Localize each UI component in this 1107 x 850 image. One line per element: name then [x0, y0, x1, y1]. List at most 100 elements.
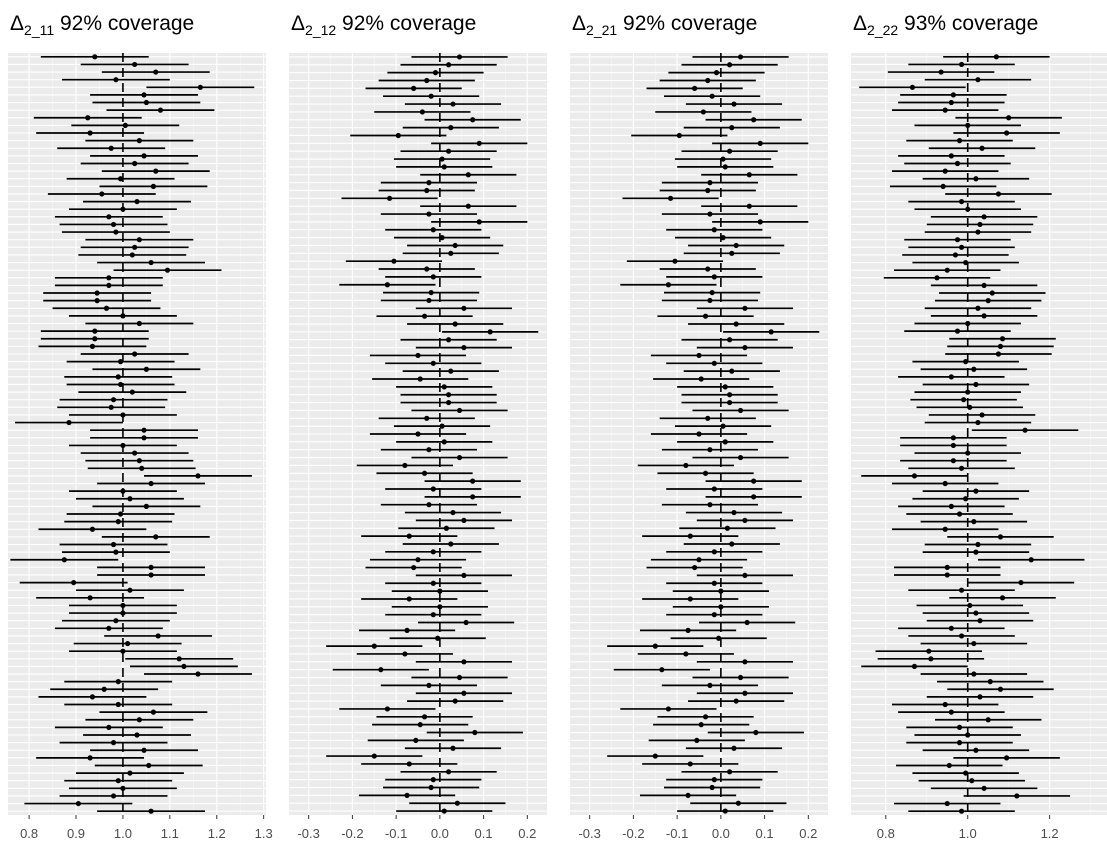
point-estimate [402, 651, 408, 657]
point-estimate [711, 274, 717, 280]
point-estimate [120, 442, 126, 449]
point-estimate [958, 61, 965, 68]
point-estimate [110, 740, 117, 746]
point-estimate [965, 206, 971, 212]
point-estimate [950, 442, 956, 449]
point-estimate [973, 549, 979, 555]
point-estimate [667, 195, 674, 201]
point-estimate [995, 191, 1002, 197]
panel-3: -0.3 -0.2 -0.1 0.0 0.1 0.2 Δ2_21 92% coverage [570, 12, 828, 841]
point-estimate [711, 580, 717, 586]
point-estimate [753, 729, 759, 736]
point-estimate [735, 800, 741, 806]
point-estimate [148, 808, 154, 814]
title-subscript: 2_11 [24, 22, 54, 38]
point-estimate [746, 203, 752, 209]
point-estimate [143, 366, 149, 372]
point-estimate [981, 214, 987, 220]
point-estimate [956, 740, 963, 746]
point-estimate [985, 298, 991, 304]
point-estimate [141, 153, 147, 159]
point-estimate [948, 709, 954, 715]
point-estimate [141, 747, 147, 753]
point-estimate [181, 663, 187, 670]
point-estimate [975, 419, 981, 426]
point-estimate [120, 610, 126, 616]
point-estimate [448, 125, 454, 131]
point-estimate [113, 618, 119, 624]
panel-title: Δ2_22 93% coverage [853, 12, 1038, 38]
point-estimate [406, 596, 412, 602]
point-estimate [928, 656, 934, 662]
point-estimate [157, 107, 164, 113]
point-estimate [942, 107, 948, 113]
point-estimate [426, 297, 432, 304]
point-estimate [417, 722, 423, 728]
point-estimate [713, 70, 720, 76]
point-estimate [435, 635, 441, 641]
point-estimate [938, 69, 944, 75]
point-estimate [989, 290, 995, 296]
panel-1: 0.8 0.9 1.0 1.1 1.2 1.3 Δ2_11 92% coverage [8, 12, 273, 841]
point-estimate [117, 359, 124, 365]
point-estimate [404, 627, 410, 633]
point-estimate [981, 313, 987, 319]
point-estimate [103, 305, 110, 311]
point-estimate [146, 762, 152, 769]
point-estimate [934, 275, 940, 281]
point-estimate [461, 659, 467, 665]
point-estimate [110, 221, 117, 228]
point-estimate [110, 541, 117, 548]
point-estimate [711, 777, 717, 783]
point-estimate [413, 737, 419, 743]
tick-label: -0.2 [622, 826, 644, 841]
point-estimate [948, 99, 954, 106]
point-estimate [448, 368, 454, 374]
point-estimate [136, 237, 142, 243]
point-estimate [421, 313, 428, 319]
tick-label: 0.2 [518, 826, 536, 841]
point-estimate [729, 250, 735, 256]
point-estimate [446, 62, 452, 68]
point-estimate [441, 808, 447, 814]
point-estimate [727, 769, 733, 775]
point-estimate [956, 724, 963, 730]
point-estimate [120, 206, 126, 212]
point-estimate [465, 172, 471, 178]
point-estimate [711, 360, 717, 366]
point-estimate [742, 690, 748, 696]
point-estimate [120, 313, 126, 319]
point-estimate [136, 320, 142, 327]
point-estimate [419, 109, 425, 115]
point-estimate [950, 435, 956, 441]
point-estimate [665, 282, 671, 288]
point-estimate [952, 252, 959, 258]
point-estimate [446, 337, 452, 343]
point-estimate [965, 732, 971, 738]
point-estimate [439, 235, 445, 241]
point-estimate [132, 61, 138, 68]
tick-label: 0.8 [20, 826, 38, 841]
point-estimate [705, 415, 711, 421]
point-estimate [672, 258, 678, 264]
point-estimate [461, 572, 467, 579]
point-estimate [742, 659, 748, 665]
point-estimate [971, 640, 977, 647]
point-estimate [421, 714, 428, 720]
point-estimate [963, 770, 969, 776]
point-estimate [155, 633, 161, 639]
point-estimate [702, 714, 709, 720]
point-estimate [415, 352, 421, 359]
point-estimate [731, 745, 737, 751]
point-estimate [424, 77, 430, 84]
point-estimate [106, 214, 112, 220]
title-symbol: Δ [291, 12, 305, 35]
point-estimate [997, 343, 1004, 349]
point-estimate [141, 92, 147, 98]
point-estimate [707, 447, 713, 453]
title-symbol: Δ [853, 12, 867, 35]
point-estimate [716, 635, 722, 641]
point-estimate [707, 502, 713, 508]
point-estimate [127, 770, 133, 776]
point-estimate [746, 172, 752, 178]
